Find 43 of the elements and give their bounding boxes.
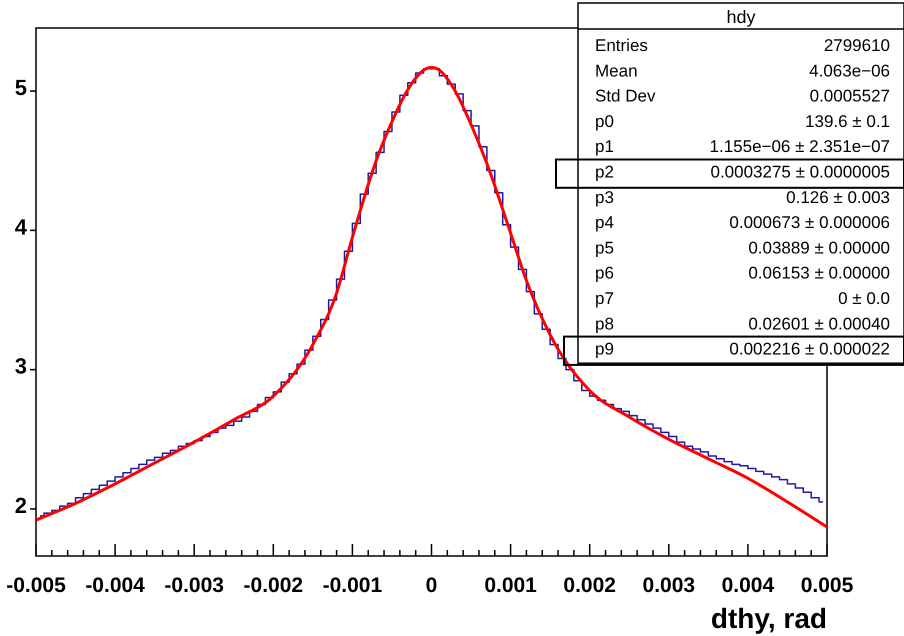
annotation: 0.002216 ± 0.000022 xyxy=(729,340,890,359)
annotation: 1.155e−06 ± 2.351e−07 xyxy=(710,137,890,156)
annotation: Mean xyxy=(595,61,638,80)
annotation: p1 xyxy=(595,137,614,156)
annotation: 0.0003275 ± 0.0000005 xyxy=(710,162,890,182)
text: 0 ± 0.0 xyxy=(838,289,890,308)
annotation: 0.000673 ± 0.000006 xyxy=(729,213,890,232)
annotation: p7 xyxy=(595,289,614,308)
annotation: p4 xyxy=(595,213,614,232)
annotation: p2 xyxy=(595,162,614,182)
x-tick-label: 0.005 xyxy=(800,574,854,597)
annotation: 2799610 xyxy=(824,36,890,55)
annotation: 0.06153 ± 0.00000 xyxy=(748,264,890,283)
annotation: p8 xyxy=(595,314,614,334)
annotation: 0.02601 ± 0.00040 xyxy=(748,314,890,334)
annotation: p5 xyxy=(595,238,614,258)
annotation: p3 xyxy=(595,188,614,207)
x-tick-label: -0.001 xyxy=(322,574,382,597)
x-tick-label: 0.002 xyxy=(563,574,616,597)
x-tick-label: -0.002 xyxy=(244,574,304,597)
annotation: p0 xyxy=(595,112,614,131)
x-tick-label: -0.004 xyxy=(85,574,146,597)
annotation: p9 xyxy=(595,340,614,359)
x-tick-label: -0.005 xyxy=(6,574,66,597)
annotation: Std Dev xyxy=(595,86,656,106)
x-tick-label: -0.003 xyxy=(164,574,224,597)
annotation: 0.126 ± 0.003 xyxy=(786,188,890,207)
x-tick-label: 0.004 xyxy=(722,574,774,597)
x-tick-label: 0.001 xyxy=(484,574,538,597)
y-tick-label: 2 xyxy=(14,492,27,518)
x-axis-title: dthy, rad xyxy=(710,603,827,634)
annotation: 0.03889 ± 0.00000 xyxy=(748,238,890,258)
y-tick-label: 5 xyxy=(14,75,27,100)
x-tick-label: 0 xyxy=(426,574,438,597)
annotation: Entries xyxy=(595,36,648,55)
text: hdy xyxy=(726,7,756,27)
x-tick-label: 0.003 xyxy=(642,574,696,597)
annotation: 139.6 ± 0.1 xyxy=(805,112,890,131)
y-tick-label: 3 xyxy=(14,354,27,379)
annotation: p6 xyxy=(595,264,614,283)
annotation: 0.0005527 xyxy=(810,86,890,106)
annotation: 4.063e−06 xyxy=(809,61,890,80)
y-tick-label: 4 xyxy=(14,214,28,240)
